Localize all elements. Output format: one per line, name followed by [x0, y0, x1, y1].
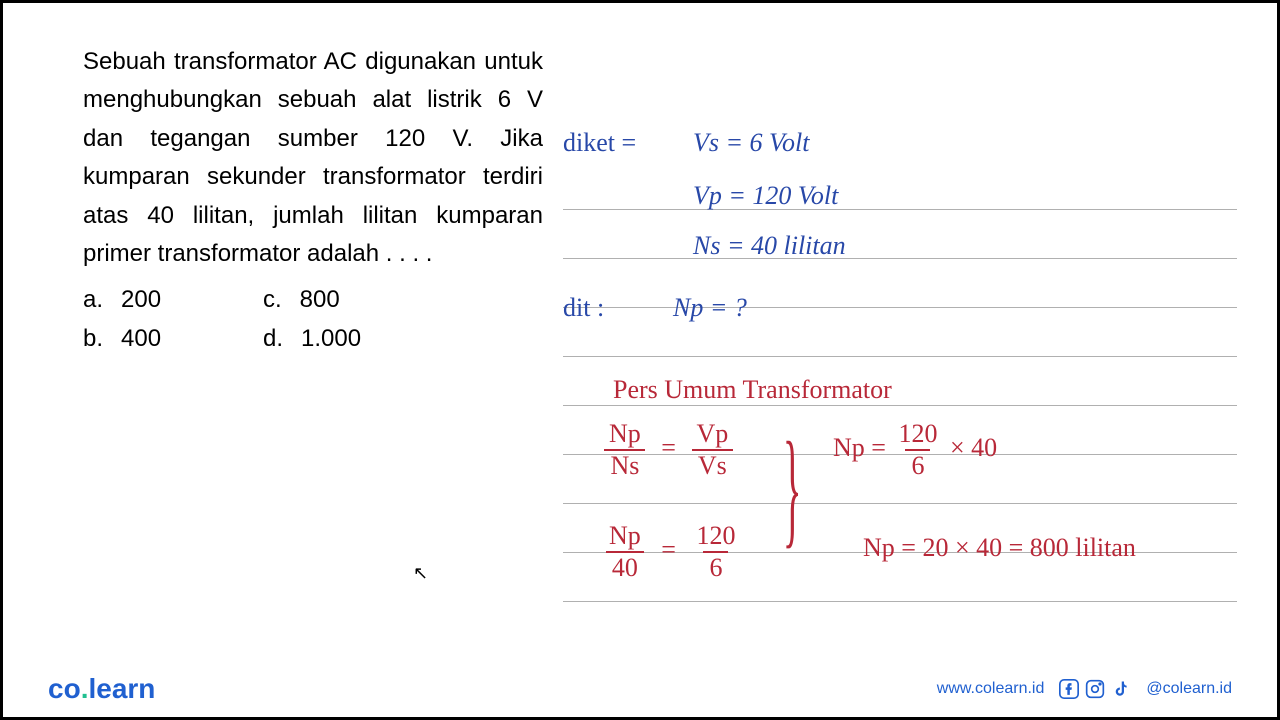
option-letter: d.	[263, 320, 283, 358]
option-letter: c.	[263, 281, 282, 319]
bracket-icon: }	[783, 423, 802, 553]
formula-title: Pers Umum Transformator	[613, 375, 892, 405]
footer: co.learn www.colearn.id @colearn.id	[3, 673, 1277, 705]
logo: co.learn	[48, 673, 155, 705]
np-query: Np = ?	[673, 293, 747, 323]
option-value: 800	[300, 281, 340, 319]
option-b: b. 400	[83, 320, 263, 358]
option-value: 400	[121, 320, 161, 358]
option-value: 200	[121, 281, 161, 319]
logo-part-1: co	[48, 673, 81, 704]
eq3: Np = 120 6 × 40	[833, 421, 997, 479]
eq4: Np = 20 × 40 = 800 lilitan	[863, 533, 1280, 563]
option-c: c. 800	[263, 281, 443, 319]
footer-handle: @colearn.id	[1146, 680, 1232, 698]
social-icons	[1059, 679, 1131, 699]
eq1: Np Ns = Vp Vs	[603, 421, 734, 479]
cursor-icon: ↖	[413, 563, 428, 584]
option-d: d. 1.000	[263, 320, 443, 358]
facebook-icon	[1059, 679, 1079, 699]
option-letter: b.	[83, 320, 103, 358]
ns-label: Ns = 40 lilitan	[693, 231, 846, 261]
option-letter: a.	[83, 281, 103, 319]
question-text: Sebuah transformator AC digunakan untuk …	[83, 43, 543, 273]
instagram-icon	[1085, 679, 1105, 699]
footer-right: www.colearn.id @colearn.id	[937, 679, 1232, 699]
footer-url: www.colearn.id	[937, 680, 1045, 698]
tiktok-icon	[1111, 679, 1131, 699]
given-label: diket =	[563, 128, 636, 158]
vs-label: Vs = 6 Volt	[693, 128, 810, 158]
asked-label: dit :	[563, 293, 604, 323]
option-value: 1.000	[301, 320, 361, 358]
eq2: Np 40 = 120 6	[603, 523, 741, 581]
handwriting-panel: diket = Vs = 6 Volt Vp = 120 Volt Ns = 4…	[563, 43, 1237, 657]
option-a: a. 200	[83, 281, 263, 319]
vp-label: Vp = 120 Volt	[693, 181, 838, 211]
options-grid: a. 200 c. 800 b. 400 d. 1.000	[83, 281, 543, 358]
question-panel: Sebuah transformator AC digunakan untuk …	[83, 43, 563, 657]
logo-part-2: learn	[88, 673, 155, 704]
